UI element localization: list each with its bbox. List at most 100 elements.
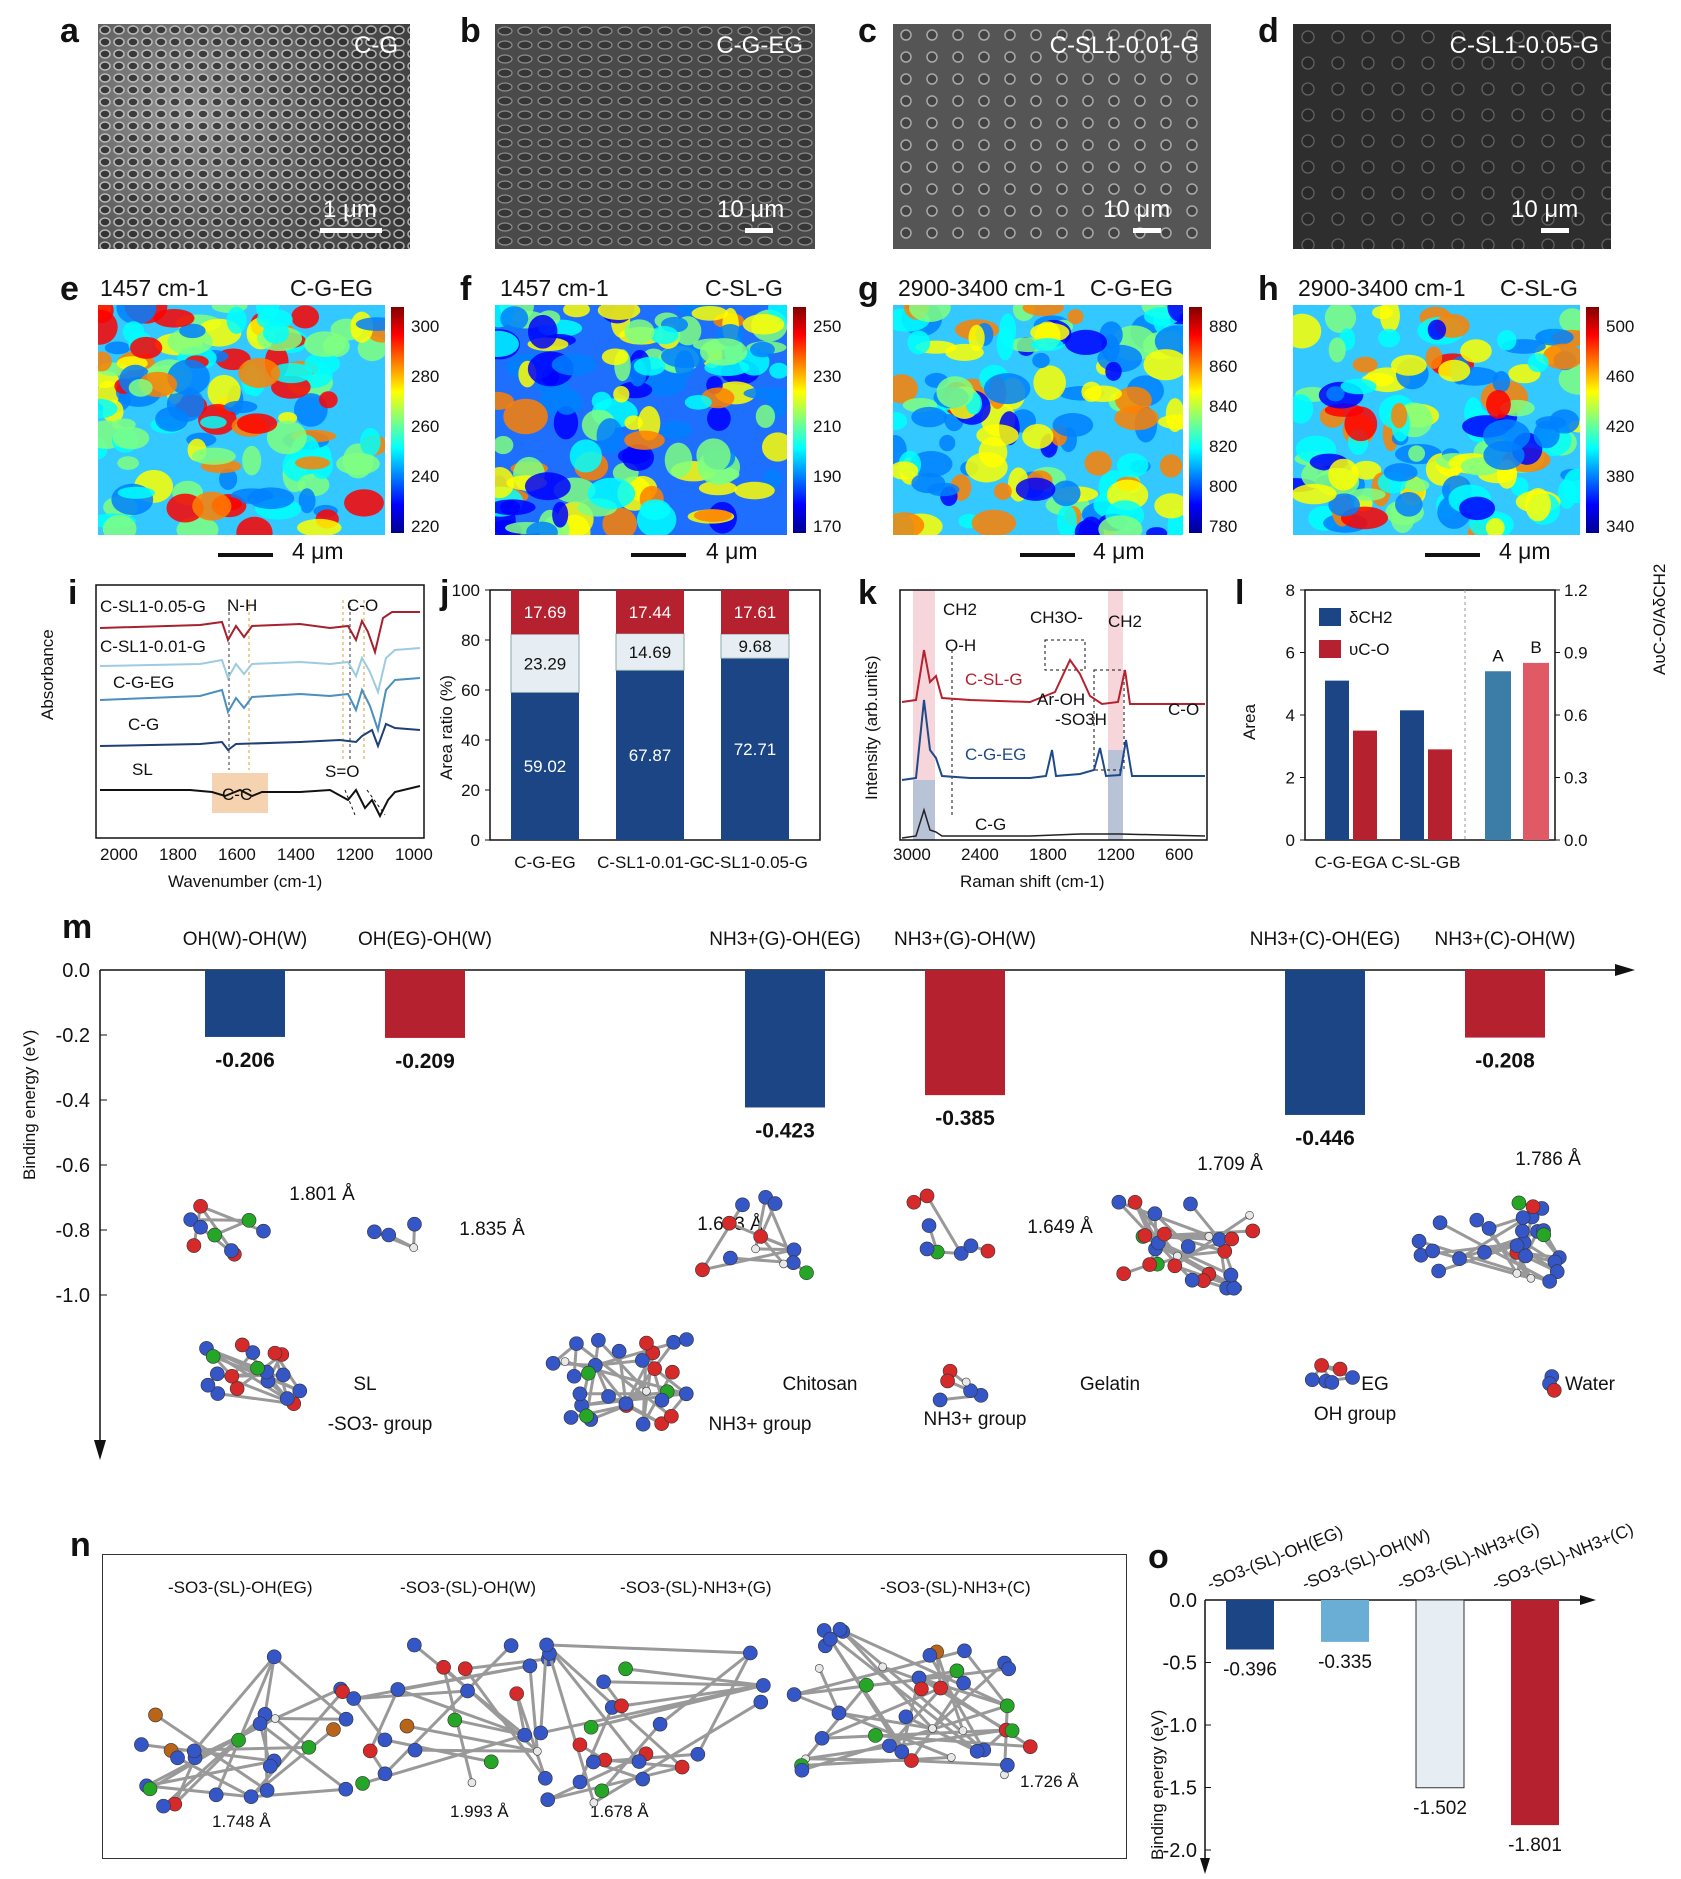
map-blob (495, 330, 519, 358)
map-blob (1408, 445, 1426, 462)
atom (407, 1742, 423, 1758)
map-blob (179, 323, 206, 339)
map-blob (207, 374, 241, 409)
map-blob (1084, 450, 1112, 476)
bond (823, 1629, 979, 1753)
bond (249, 1690, 344, 1798)
m-category: NH3+(G)-OH(EG) (709, 929, 860, 950)
atom (631, 1754, 647, 1769)
map-blob (117, 486, 156, 499)
scale-bar (745, 228, 773, 233)
map-blob (1483, 419, 1531, 453)
atom (210, 1366, 225, 1382)
atom (460, 1683, 475, 1699)
map-blob (907, 330, 931, 355)
zoom-box-2 (1044, 639, 1086, 671)
bond (546, 1643, 751, 1655)
m-value-label: -0.423 (755, 1119, 815, 1142)
map-blob (355, 317, 385, 331)
map-blob (563, 305, 590, 318)
j-bar-segment (511, 692, 579, 840)
map-blob (624, 430, 665, 450)
atom (583, 1719, 599, 1735)
map-blob (1052, 413, 1094, 437)
map-blob (1542, 343, 1580, 370)
sem-image-c: C-SL1-0.01-G 10 μm (893, 24, 1211, 249)
atom (457, 1661, 473, 1677)
map-blob (304, 331, 346, 357)
map-blob (1324, 305, 1357, 333)
colorbar (793, 307, 806, 533)
l-ratio-bar (1523, 662, 1549, 840)
raman-xtick: 1200 (1097, 845, 1135, 864)
raman-xtick: 3000 (893, 845, 931, 864)
atom (409, 1243, 418, 1252)
panel-k-letter: k (858, 574, 877, 612)
map-sample: C-SL-G (1500, 275, 1578, 301)
atom (572, 1737, 588, 1753)
ftir-series-label: C-SL1-0.05-G (100, 597, 206, 616)
j-bar-segment (616, 590, 684, 634)
sem-texture (98, 24, 410, 249)
l-y2tick: 1.2 (1564, 581, 1588, 600)
so-arrow (344, 789, 356, 816)
j-bar-segment (616, 670, 684, 840)
j-category: C-SL1-0.05-G (702, 853, 808, 872)
atom (1509, 1238, 1525, 1253)
j-category: C-G-EG (514, 853, 575, 872)
map-blob (1067, 309, 1084, 325)
atom (1481, 1221, 1497, 1236)
raman-series-label: C-SL-G (965, 670, 1023, 689)
bond (1153, 1212, 1190, 1248)
atom (183, 1212, 199, 1227)
map-blob (500, 306, 529, 331)
colorbar-tick: 280 (411, 367, 440, 386)
sem-label: C-G (354, 32, 398, 59)
atom (1167, 1258, 1183, 1274)
m-group-label: -SO3- group (328, 1414, 433, 1435)
m-value-label: -0.446 (1295, 1127, 1355, 1150)
raman-maps (98, 305, 1599, 535)
atom (1004, 1723, 1020, 1738)
map-blob (1535, 328, 1574, 346)
bond (1418, 1239, 1551, 1283)
j-ytick: 40 (461, 731, 480, 750)
l-legend-label: υC-O (1349, 640, 1389, 659)
binding-energy-chart-m: 0.0 -0.2 -0.4 -0.6 -0.8 -1.0 -0.206 OH(W)-OH(W)… (56, 929, 1635, 1460)
l-bar (1428, 749, 1452, 840)
series-c-g-eg (99, 677, 421, 734)
map-blob (247, 487, 295, 510)
atom (961, 1377, 971, 1387)
atom (572, 1774, 588, 1790)
map-scale-bar (631, 553, 686, 557)
m-ytick: -1.0 (56, 1285, 90, 1307)
bond (817, 1667, 841, 1714)
map-blob (219, 468, 238, 490)
map-blob (304, 352, 341, 375)
atom (832, 1622, 848, 1637)
map-scale-label: 4 μm (292, 538, 344, 564)
atom (679, 1332, 694, 1347)
bond (141, 1743, 275, 1763)
map-blob (965, 452, 1008, 483)
atom (346, 1691, 362, 1706)
bond (146, 1759, 275, 1788)
m-bar (205, 970, 285, 1037)
bond (545, 1643, 641, 1763)
m-y-arrow (94, 1440, 106, 1460)
atom (1536, 1227, 1552, 1243)
bond (274, 1687, 342, 1720)
atom (859, 1677, 874, 1693)
map-blob (1064, 329, 1108, 355)
atom (635, 1416, 651, 1432)
raman-annotation: C-O (1168, 700, 1200, 719)
bond (963, 1649, 1009, 1707)
colorbar-tick: 500 (1606, 317, 1635, 336)
map-scale-bar (218, 553, 273, 557)
atom (390, 1682, 406, 1697)
atom (1111, 1194, 1127, 1210)
scale-bar-label: 10 μm (1103, 196, 1171, 223)
m-group-label: NH3+ group (924, 1409, 1027, 1430)
map-blob (696, 438, 731, 473)
map-blob (129, 336, 163, 359)
